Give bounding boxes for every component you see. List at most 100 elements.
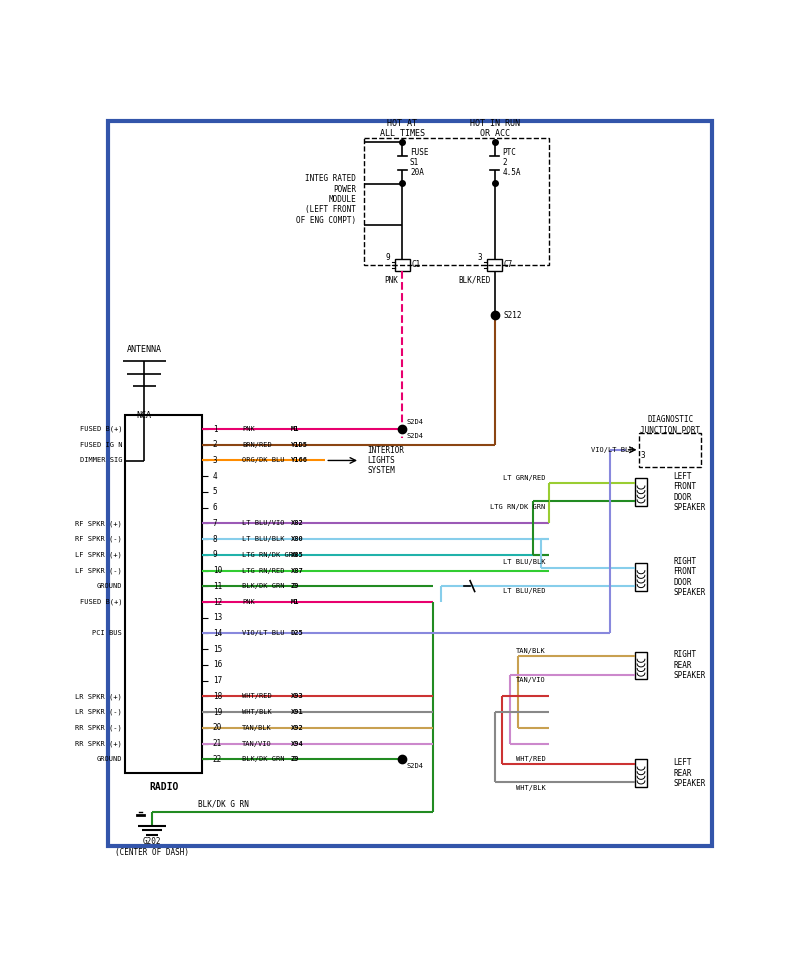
Text: Y166: Y166 — [290, 457, 308, 463]
Bar — [364, 138, 549, 265]
Text: BLK/DK GRN: BLK/DK GRN — [242, 756, 285, 763]
Text: LEFT
REAR
SPEAKER: LEFT REAR SPEAKER — [674, 758, 706, 789]
Text: C7: C7 — [504, 260, 513, 270]
Text: WHT/BLK: WHT/BLK — [242, 709, 272, 715]
Text: DIMMER SIG: DIMMER SIG — [79, 457, 122, 463]
Bar — [635, 563, 647, 590]
Text: 6: 6 — [213, 503, 218, 512]
Text: WHT/RED: WHT/RED — [242, 694, 272, 700]
Text: 2: 2 — [213, 440, 218, 449]
Text: M1: M1 — [290, 599, 299, 605]
Text: GROUND: GROUND — [97, 584, 122, 590]
Text: LR SPKR (-): LR SPKR (-) — [75, 709, 122, 716]
Bar — [125, 415, 202, 773]
Text: INTERIOR
LIGHTS
SYSTEM: INTERIOR LIGHTS SYSTEM — [368, 446, 405, 476]
Text: 16: 16 — [213, 660, 222, 670]
Text: LT BLU/BLK: LT BLU/BLK — [503, 559, 546, 566]
Text: 7: 7 — [213, 519, 218, 528]
Text: S2D4: S2D4 — [407, 764, 424, 769]
Text: WHT/RED: WHT/RED — [516, 756, 546, 762]
Text: PTC
2
4.5A: PTC 2 4.5A — [502, 147, 521, 177]
Text: FUSE
S1
20A: FUSE S1 20A — [410, 147, 429, 177]
Text: WHT/BLK: WHT/BLK — [516, 785, 546, 790]
Text: TAN/VIO: TAN/VIO — [516, 677, 546, 683]
Text: LEFT
FRONT
DOOR
SPEAKER: LEFT FRONT DOOR SPEAKER — [674, 472, 706, 512]
Text: 15: 15 — [213, 645, 222, 654]
Text: RR SPKR (+): RR SPKR (+) — [75, 741, 122, 746]
Text: BLK/RED: BLK/RED — [458, 276, 491, 285]
Text: 9: 9 — [386, 253, 390, 262]
Text: HOT AT
ALL TIMES: HOT AT ALL TIMES — [380, 119, 425, 139]
Text: LTG RN/DK GRN: LTG RN/DK GRN — [242, 552, 298, 558]
Text: PNK: PNK — [242, 599, 255, 605]
Text: RF SPKR (-): RF SPKR (-) — [75, 536, 122, 543]
Text: 5: 5 — [213, 487, 218, 497]
Text: LTG RN/DK GRN: LTG RN/DK GRN — [490, 503, 546, 510]
Text: TAN/BLK: TAN/BLK — [516, 648, 546, 654]
Text: 3: 3 — [640, 452, 645, 460]
Text: LT BLU/RED: LT BLU/RED — [503, 589, 546, 594]
Text: LT GRN/RED: LT GRN/RED — [503, 475, 546, 480]
Text: 19: 19 — [213, 707, 222, 717]
Text: X80: X80 — [290, 536, 303, 542]
Text: LT BLU/VIO: LT BLU/VIO — [242, 521, 285, 526]
Text: DIAGNOSTIC
JUNCTION PORT: DIAGNOSTIC JUNCTION PORT — [640, 415, 700, 434]
Text: RR SPKR (-): RR SPKR (-) — [75, 724, 122, 731]
Text: Z9: Z9 — [290, 756, 299, 763]
Text: 18: 18 — [213, 692, 222, 701]
Text: 11: 11 — [213, 582, 222, 590]
Text: 22: 22 — [213, 755, 222, 764]
Bar — [639, 433, 701, 467]
Bar — [635, 478, 647, 506]
Text: X94: X94 — [290, 741, 303, 746]
Bar — [635, 759, 647, 787]
Text: 3: 3 — [478, 253, 482, 262]
Text: GROUND: GROUND — [97, 756, 122, 763]
Text: X93: X93 — [290, 694, 303, 700]
Text: BRN/RED: BRN/RED — [242, 442, 272, 448]
Text: LF SPKR (-): LF SPKR (-) — [75, 568, 122, 574]
Text: BLK/DK GRN: BLK/DK GRN — [242, 584, 285, 590]
Text: 9: 9 — [213, 550, 218, 559]
Text: 20: 20 — [213, 723, 222, 732]
Text: FUSED IG N: FUSED IG N — [79, 442, 122, 448]
Text: S2D4: S2D4 — [407, 433, 424, 439]
Text: HOT IN RUN
OR ACC: HOT IN RUN OR ACC — [470, 119, 520, 139]
Text: VIO/LT BLU: VIO/LT BLU — [590, 447, 634, 453]
Text: X85: X85 — [290, 552, 303, 558]
Text: 14: 14 — [213, 629, 222, 638]
Text: 21: 21 — [213, 739, 222, 748]
Text: 17: 17 — [213, 677, 222, 685]
Text: X91: X91 — [290, 709, 303, 715]
Bar — [635, 652, 647, 679]
Text: BLK/DK G RN: BLK/DK G RN — [198, 799, 249, 809]
Text: NCA: NCA — [137, 411, 152, 419]
Text: RIGHT
REAR
SPEAKER: RIGHT REAR SPEAKER — [674, 651, 706, 680]
Text: LTG RN/RED: LTG RN/RED — [242, 568, 285, 573]
Text: FUSED B(+): FUSED B(+) — [79, 599, 122, 605]
Text: 12: 12 — [213, 597, 222, 607]
Text: LF SPKR (+): LF SPKR (+) — [75, 551, 122, 558]
Text: X92: X92 — [290, 724, 303, 731]
Text: X82: X82 — [290, 521, 303, 526]
Text: RADIO: RADIO — [149, 782, 178, 792]
Text: 3: 3 — [213, 456, 218, 465]
Text: 10: 10 — [213, 567, 222, 575]
Text: RF SPKR (+): RF SPKR (+) — [75, 521, 122, 526]
Text: INTEG RATED
POWER
MODULE
(LEFT FRONT
OF ENG COMPT): INTEG RATED POWER MODULE (LEFT FRONT OF … — [296, 174, 356, 225]
Text: S212: S212 — [504, 310, 522, 320]
Text: C1: C1 — [411, 260, 421, 270]
Text: TAN/VIO: TAN/VIO — [242, 741, 272, 746]
Text: D25: D25 — [290, 631, 303, 636]
Text: RIGHT
FRONT
DOOR
SPEAKER: RIGHT FRONT DOOR SPEAKER — [674, 557, 706, 597]
Text: ORG/DK BLU: ORG/DK BLU — [242, 457, 285, 463]
Bar — [394, 258, 410, 271]
Text: X87: X87 — [290, 568, 303, 573]
Text: Y1D5: Y1D5 — [290, 442, 308, 448]
Text: 13: 13 — [213, 613, 222, 622]
Text: LR SPKR (+): LR SPKR (+) — [75, 693, 122, 700]
Text: FUSED B(+): FUSED B(+) — [79, 426, 122, 433]
Text: ANTENNA: ANTENNA — [127, 345, 162, 354]
Text: 8: 8 — [213, 535, 218, 544]
Text: Z9: Z9 — [290, 584, 299, 590]
